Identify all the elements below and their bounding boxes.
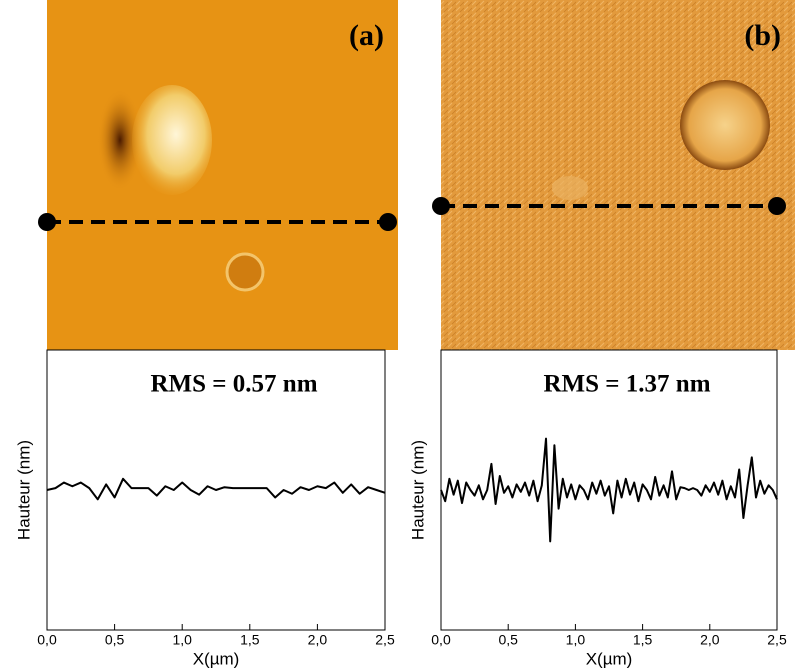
panel-label: (a) (349, 19, 384, 52)
x-tick-label: 1,5 (633, 632, 653, 648)
profile-line (46, 477, 386, 501)
x-tick-label: 0,5 (105, 632, 125, 648)
y-axis-label: Hauteur (nm) (14, 440, 33, 540)
scan-lines (38, 197, 786, 231)
y-axis-label: Hauteur (nm) (408, 440, 427, 540)
x-tick-label: 2,0 (308, 632, 328, 648)
x-tick-label: 2,0 (700, 632, 720, 648)
annotation: RMS = 1.37 nm (543, 371, 710, 398)
x-tick-label: 0,0 (431, 632, 451, 648)
x-tick-label: 1,0 (566, 632, 586, 648)
x-tick-label: 2,5 (767, 632, 787, 648)
afm-image-a (47, 0, 398, 350)
x-tick-label: 2,5 (375, 632, 395, 648)
x-tick-label: 1,0 (172, 632, 192, 648)
x-axis-label: X(µm) (193, 649, 240, 668)
profile-line (440, 437, 778, 543)
x-axis-label: X(µm) (586, 649, 633, 668)
x-tick-label: 0,0 (37, 632, 57, 648)
x-tick-label: 1,5 (240, 632, 260, 648)
afm-image-b (441, 0, 795, 350)
annotation: RMS = 0.57 nm (150, 371, 317, 398)
panel-label: (b) (744, 19, 781, 52)
x-tick-label: 0,5 (498, 632, 518, 648)
